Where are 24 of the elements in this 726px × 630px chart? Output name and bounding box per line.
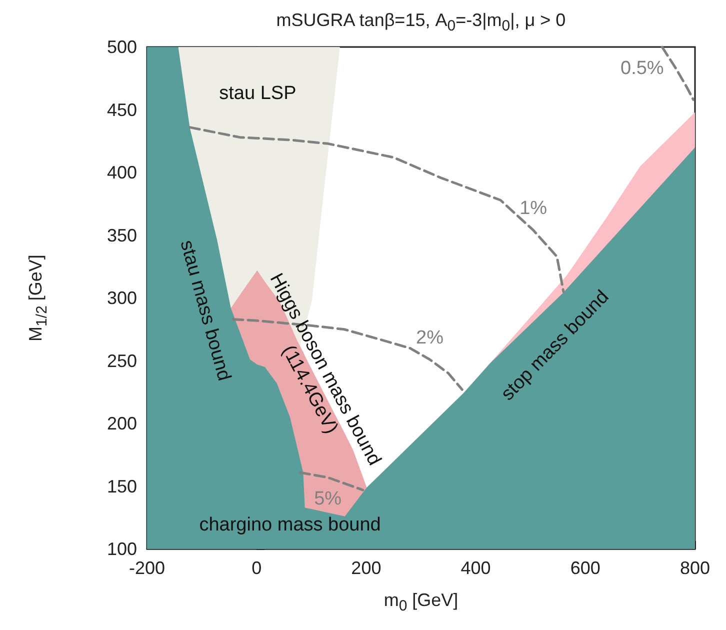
x-tick-label: 0 — [252, 558, 262, 578]
y-tick-label: 350 — [106, 225, 137, 246]
series-label: 2% — [416, 327, 444, 348]
y-tick-label: 250 — [106, 350, 137, 371]
series-label: 1% — [520, 198, 548, 220]
x-tick-label: 800 — [680, 558, 710, 578]
y-tick-label: 100 — [106, 539, 137, 559]
chart-title: mSUGRA tanβ=15, A$_{0}$=-3|m$_{0}$|, μ > 0 — [275, 10, 567, 35]
y-tick-label: 150 — [106, 476, 137, 496]
x-tick-label: 600 — [570, 558, 600, 578]
x-tick-label: 200 — [351, 558, 382, 578]
y-tick-label: 300 — [106, 288, 137, 308]
annotation: stau mass bound — [176, 238, 235, 384]
y-tick-label: 200 — [106, 414, 137, 434]
y-tick-label: 450 — [106, 100, 137, 120]
y-tick-label: 500 — [106, 37, 137, 57]
x-axis-title: m$_{0}$ [GeV] — [382, 590, 460, 615]
annotation: chargino mass bound — [199, 514, 381, 536]
series-label: 5% — [314, 488, 342, 510]
x-tick-label: 400 — [460, 558, 491, 578]
series-label: 0.5% — [620, 58, 664, 79]
annotation: stau LSP — [219, 82, 296, 104]
x-tick-label: -200 — [128, 558, 166, 578]
y-tick-label: 400 — [106, 162, 137, 182]
